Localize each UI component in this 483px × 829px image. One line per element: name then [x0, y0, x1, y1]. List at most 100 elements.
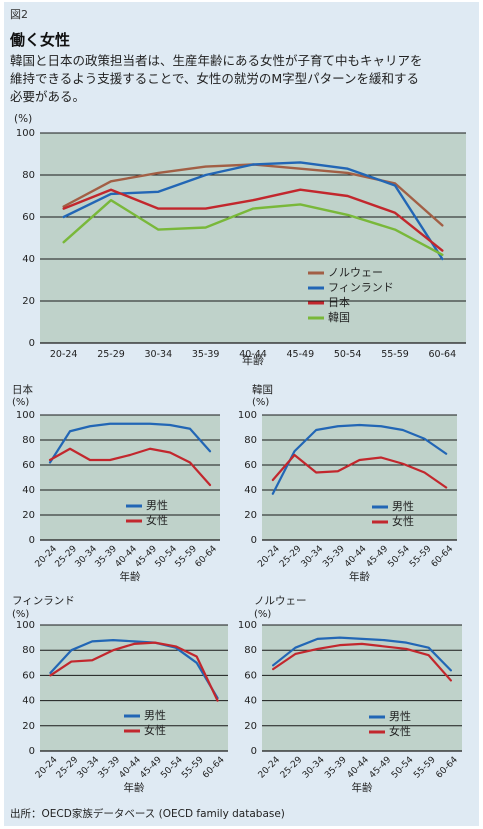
x-tick-label: 40-44 — [343, 544, 369, 570]
data-point — [157, 191, 159, 193]
x-tick-label: 30-34 — [145, 349, 173, 360]
plot-area — [262, 625, 462, 751]
y-tick-label: 100 — [238, 410, 257, 421]
y-unit-label: (%) — [254, 609, 271, 620]
legend-label: 韓国 — [328, 311, 350, 324]
data-point — [299, 203, 301, 205]
legend-label: ノルウェー — [328, 266, 383, 279]
data-point — [205, 208, 207, 210]
data-point — [49, 461, 51, 464]
y-tick-label: 60 — [22, 670, 35, 681]
y-tick-label: 40 — [22, 485, 35, 496]
chart-2: 韓国(%) 0 20 40 60 80 100 20-2425-2930-3435-3940-… — [238, 384, 457, 583]
x-tick-label: 55-59 — [412, 755, 438, 781]
x-tick-label: 30-34 — [301, 755, 327, 781]
data-point — [112, 639, 114, 641]
x-tick-label: 60-64 — [434, 755, 460, 781]
data-point — [405, 642, 408, 644]
data-point — [337, 425, 339, 427]
data-point — [189, 461, 191, 464]
x-tick-label: 45-49 — [287, 349, 315, 360]
data-point — [63, 241, 65, 243]
x-tick-label: 55-59 — [180, 755, 206, 781]
figure-label: 図2 — [10, 8, 28, 21]
data-point — [189, 428, 191, 430]
y-tick-label: 20 — [244, 510, 257, 521]
data-point — [154, 642, 156, 644]
data-point — [149, 448, 151, 450]
x-tick-label: 45-49 — [138, 755, 164, 781]
data-point — [112, 649, 114, 651]
data-point — [428, 654, 430, 656]
data-point — [394, 182, 396, 184]
y-tick-label: 40 — [22, 254, 35, 265]
data-point — [316, 638, 319, 640]
data-point — [294, 647, 296, 649]
x-tick-label: 25-29 — [97, 349, 125, 360]
data-point — [347, 172, 349, 174]
y-tick-label: 80 — [244, 435, 257, 446]
lead-line-3: 必要がある。 — [10, 89, 86, 104]
data-point — [110, 189, 112, 191]
x-tick-label: 60-64 — [430, 544, 456, 570]
chart-title: ノルウェー — [254, 595, 307, 607]
data-point — [49, 672, 52, 674]
data-point — [423, 438, 426, 440]
data-point — [423, 471, 426, 474]
x-tick-label: 35-39 — [192, 349, 220, 360]
data-point — [209, 484, 211, 486]
y-tick-label: 0 — [29, 535, 35, 546]
data-point — [252, 199, 254, 201]
y-tick-label: 60 — [244, 670, 257, 681]
chart-title: 日本 — [12, 383, 33, 396]
x-tick-label: 30-34 — [76, 755, 102, 781]
legend-label: フィンランド — [328, 281, 394, 294]
data-point — [428, 647, 430, 649]
data-point — [315, 429, 317, 431]
data-point — [347, 195, 349, 197]
data-point — [209, 450, 211, 452]
x-tick-label: 20-24 — [50, 349, 78, 360]
data-point — [89, 459, 91, 461]
legend-label: 女性 — [146, 513, 168, 527]
x-tick-label: 40-44 — [239, 349, 267, 360]
x-tick-label: 50-54 — [386, 544, 412, 570]
legend-label: 男性 — [392, 499, 414, 513]
y-tick-label: 80 — [22, 435, 35, 446]
x-tick-label: 35-39 — [97, 755, 123, 781]
x-tick-label: 20-24 — [34, 755, 60, 781]
data-point — [394, 212, 396, 214]
data-point — [133, 643, 135, 645]
data-point — [358, 424, 361, 426]
y-unit-label: (%) — [12, 609, 29, 620]
data-point — [402, 429, 404, 431]
data-point — [129, 454, 131, 456]
data-point — [129, 423, 131, 425]
x-tick-label: 20-24 — [256, 544, 282, 570]
chart-3: フィンランド (%) 0 20 40 60 80 100 20-2425-2930-3435-3… — [12, 595, 228, 794]
data-point — [109, 459, 111, 461]
data-point — [157, 208, 159, 210]
data-point — [383, 645, 385, 648]
y-tick-label: 60 — [22, 460, 35, 471]
data-point — [63, 205, 65, 208]
data-point — [196, 662, 198, 664]
data-point — [441, 224, 443, 226]
data-point — [205, 174, 207, 176]
y-tick-label: 20 — [244, 721, 257, 732]
y-tick-label: 60 — [22, 212, 35, 223]
y-tick-label: 0 — [29, 746, 35, 757]
chart-title: フィンランド — [12, 595, 75, 607]
x-tick-label: 45-49 — [368, 755, 394, 781]
x-tick-label: 60-64 — [429, 349, 457, 360]
y-tick-label: 60 — [244, 460, 257, 471]
data-point — [216, 700, 219, 702]
data-point — [358, 459, 361, 461]
x-tick-label: 35-39 — [321, 544, 347, 570]
data-point — [133, 640, 135, 642]
data-point — [445, 453, 447, 455]
y-tick-label: 0 — [251, 746, 257, 757]
chart-1: 日本(%)02040608010020-2425-2930-3435-3940-… — [12, 383, 220, 583]
data-point — [316, 648, 319, 650]
y-unit-label: (%) — [12, 397, 29, 408]
